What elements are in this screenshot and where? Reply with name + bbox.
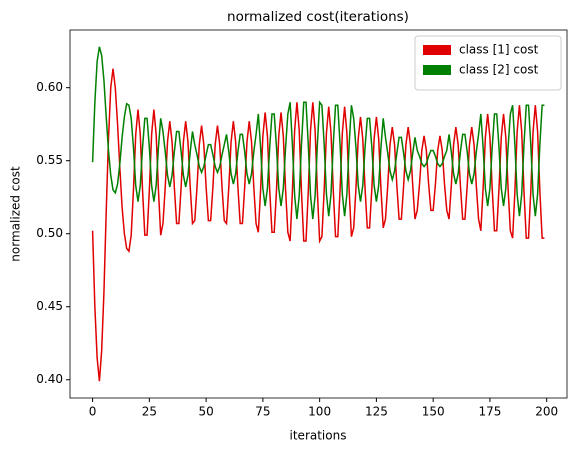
- x-tick-label: 75: [255, 405, 270, 419]
- x-tick-label: 50: [198, 405, 213, 419]
- x-tick-label: 200: [535, 405, 558, 419]
- series-line: [91, 68, 545, 382]
- legend-swatch: [423, 65, 451, 75]
- legend-label: class [1] cost: [459, 43, 539, 57]
- y-tick-label: 0.45: [36, 299, 63, 313]
- legend-box: [414, 35, 562, 91]
- x-tick-label: 125: [365, 405, 388, 419]
- chart-title: normalized cost(iterations): [227, 9, 409, 25]
- legend-label: class [2] cost: [459, 63, 539, 77]
- x-tick-label: 150: [422, 405, 445, 419]
- y-tick-label: 0.40: [36, 372, 63, 386]
- y-tick-label: 0.60: [36, 80, 63, 94]
- x-tick-label: 175: [478, 405, 501, 419]
- series-line: [91, 46, 545, 220]
- x-tick-label: 100: [308, 405, 331, 419]
- axes-frame: [69, 29, 568, 399]
- x-tick-label: 0: [89, 405, 97, 419]
- y-axis-label: normalized cost: [9, 166, 23, 262]
- legend-swatch: [423, 45, 451, 55]
- x-axis-label: iterations: [290, 429, 347, 443]
- x-tick-label: 25: [142, 405, 157, 419]
- y-tick-label: 0.50: [36, 226, 63, 240]
- y-tick-label: 0.55: [36, 153, 63, 167]
